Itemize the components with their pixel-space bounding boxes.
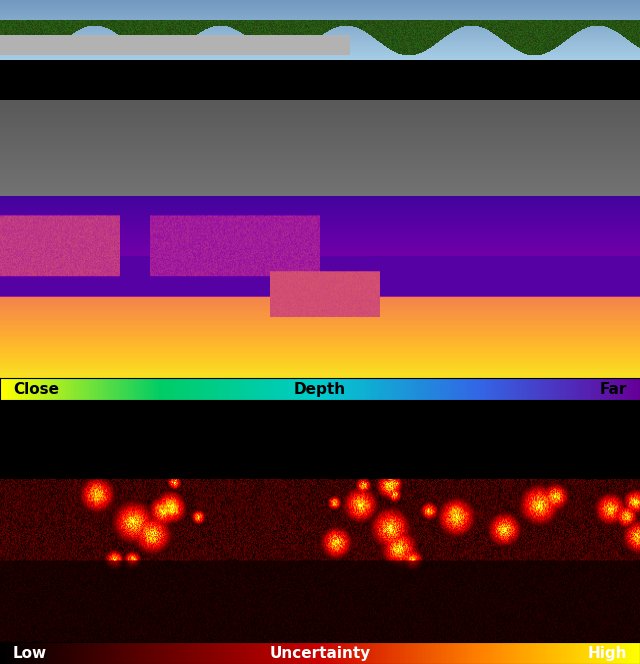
Text: Depth: Depth: [294, 382, 346, 397]
Text: Uncertainty: Uncertainty: [269, 645, 371, 661]
Text: Close: Close: [13, 382, 59, 397]
Text: Low: Low: [13, 645, 47, 661]
Text: Far: Far: [600, 382, 627, 397]
Text: High: High: [588, 645, 627, 661]
